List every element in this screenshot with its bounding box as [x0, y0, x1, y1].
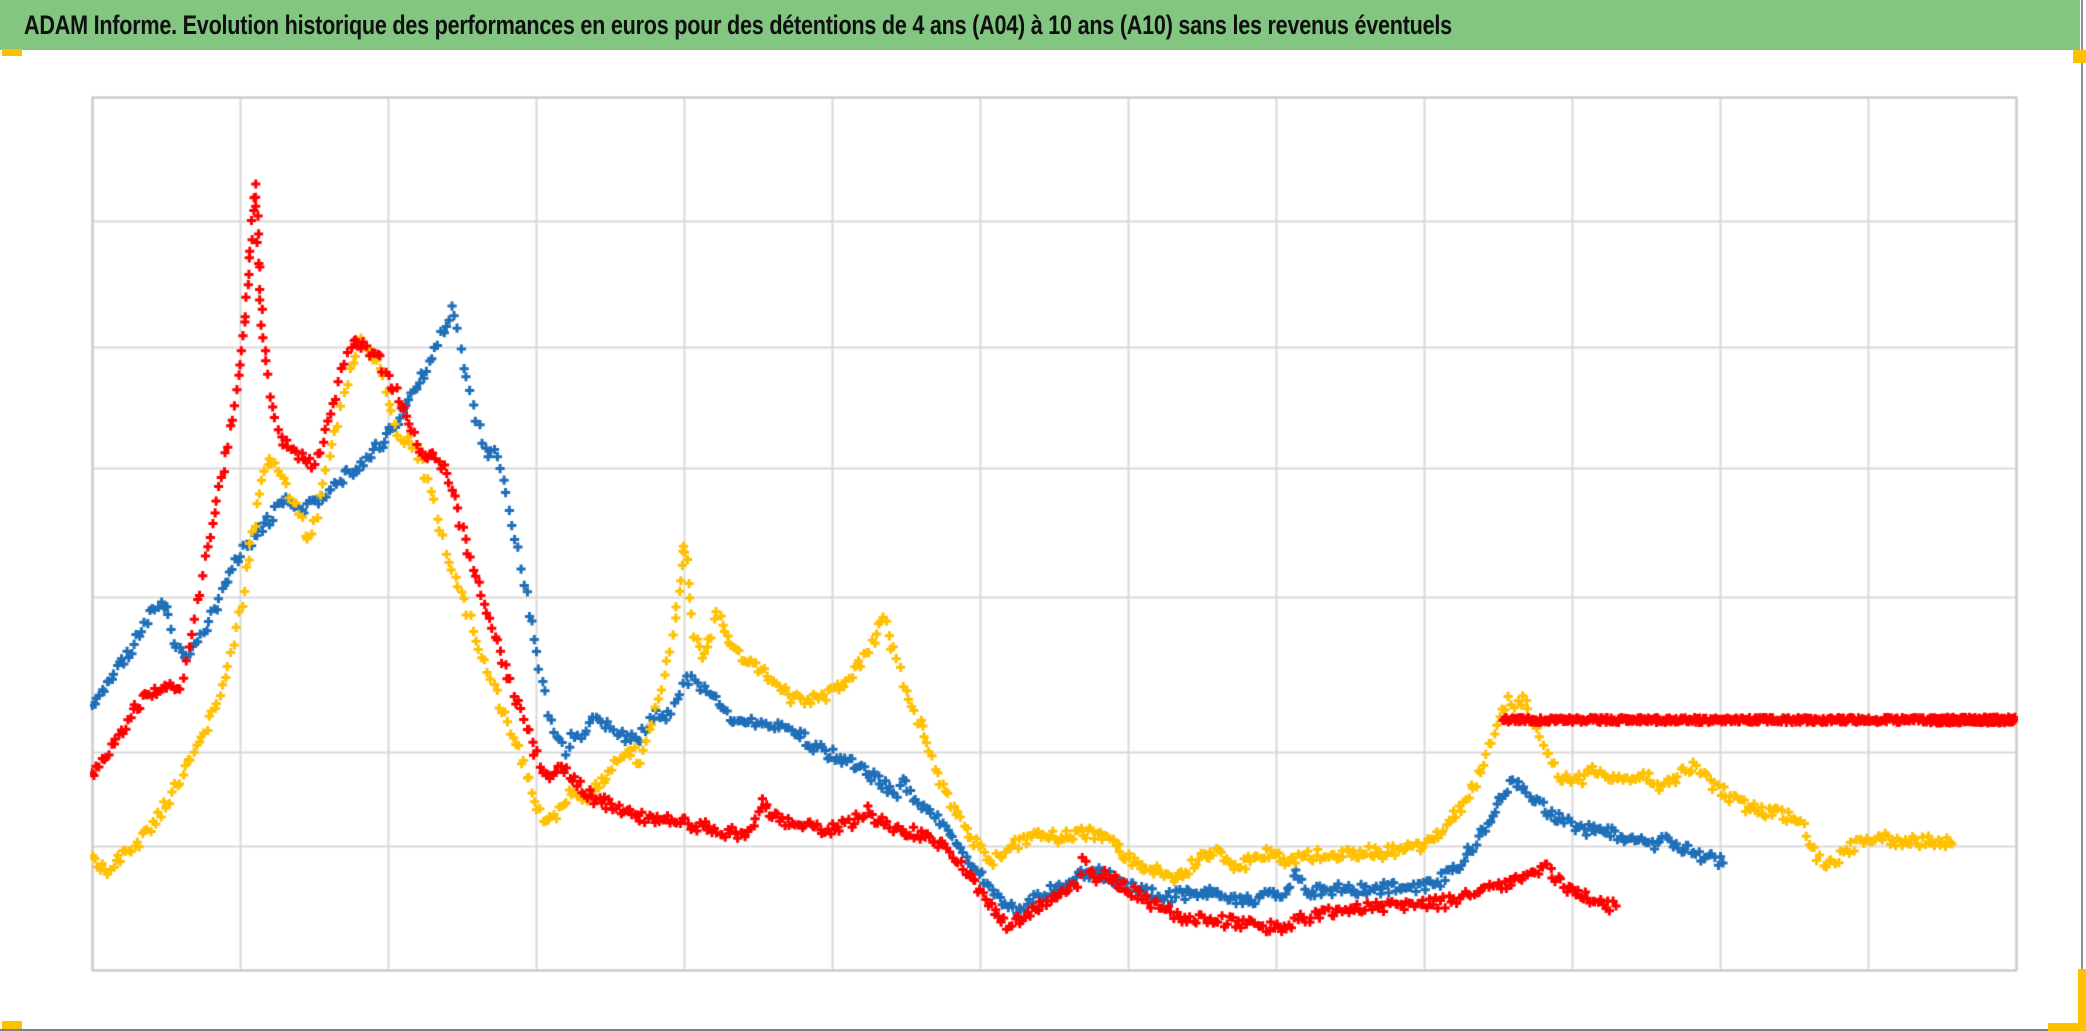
header-bar: ADAM Informe. Evolution historique des p… [0, 0, 2080, 50]
corner-accent-bottom-right-vertical [2078, 969, 2086, 1031]
corner-accent-bottom-right-horizontal [2048, 1023, 2086, 1031]
corner-accent-top-left [2, 49, 22, 56]
corner-accent-bottom-left [2, 1021, 22, 1029]
page-title: ADAM Informe. Evolution historique des p… [24, 9, 1452, 40]
window-bottom-edge [0, 1029, 2086, 1031]
corner-accent-top-right [2073, 50, 2086, 63]
window-right-edge [2081, 0, 2083, 1031]
